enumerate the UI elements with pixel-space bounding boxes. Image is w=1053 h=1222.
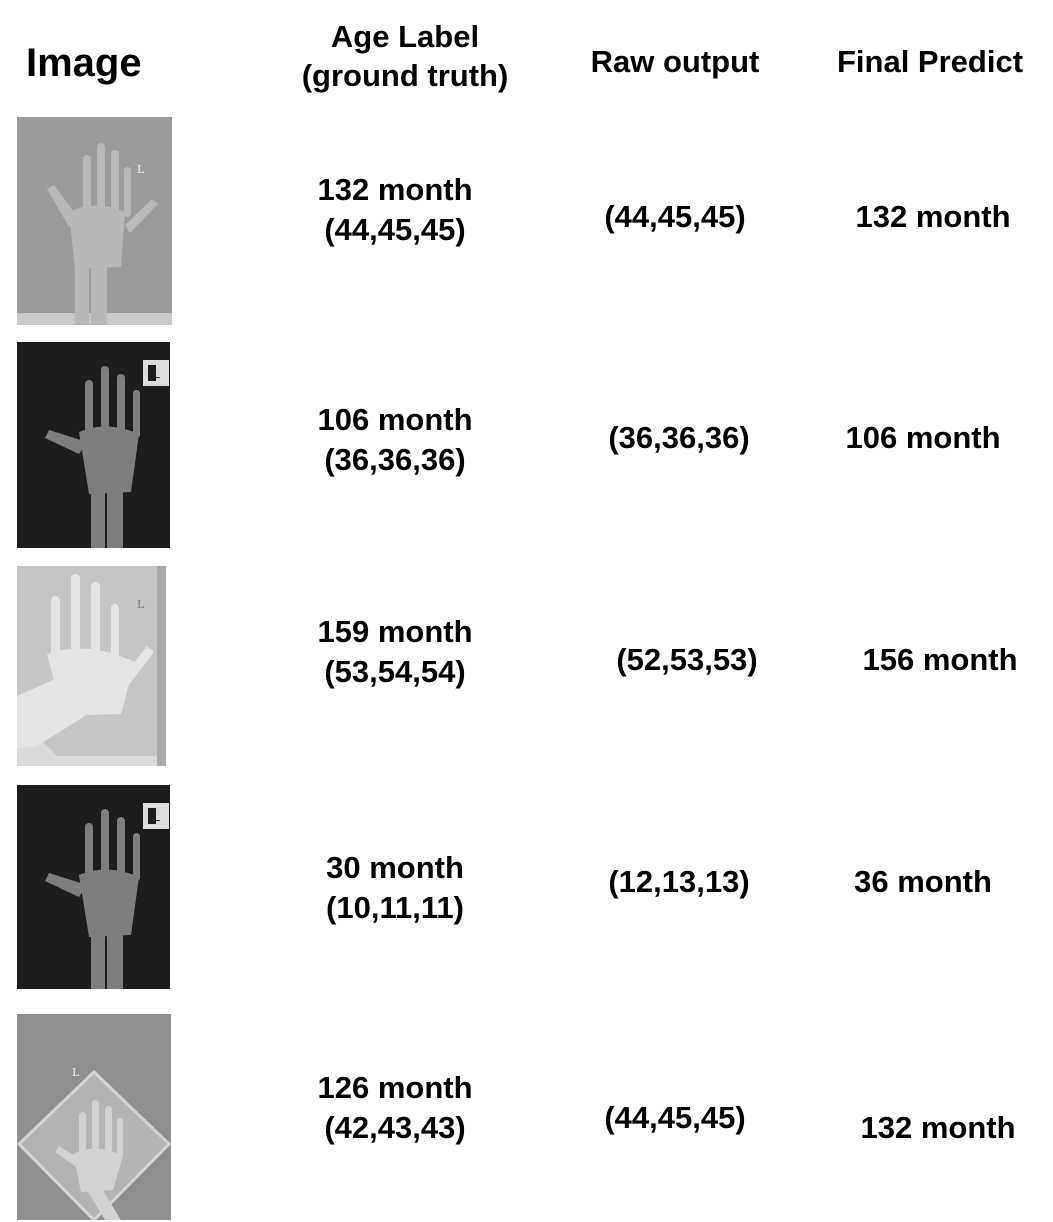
xray-image-1: L [17,117,172,325]
final-predict-cell-2: 106 month [845,420,1001,455]
header-age-label-line2: (ground truth) [301,57,509,93]
age-month: 126 month [317,1070,473,1105]
header-age-label-line1: Age Label [330,19,480,54]
age-label-cell-2: 106 month (36,36,36) [290,400,500,481]
marker-letter: L [137,598,145,611]
age-triplet: (42,43,43) [324,1110,466,1146]
age-month: 132 month [317,172,473,207]
age-triplet: (53,54,54) [324,654,466,690]
xray-image-2: L [17,342,170,548]
age-month: 30 month [326,850,464,885]
age-month: 106 month [317,402,473,437]
age-label-cell-1: 132 month (44,45,45) [290,170,500,251]
raw-output-cell-1: (44,45,45) [604,199,746,234]
xray-image-4: L [17,785,170,989]
age-month: 159 month [317,614,473,649]
age-triplet: (36,36,36) [324,442,466,478]
header-image: Image [26,41,142,85]
age-triplet: (10,11,11) [326,890,464,926]
marker-letter: L [153,367,160,381]
marker-letter: L [72,1066,80,1079]
marker-letter: L [153,810,160,824]
age-label-cell-4: 30 month (10,11,11) [290,848,500,929]
final-predict-cell-3: 156 month [862,642,1018,677]
raw-output-cell-4: (12,13,13) [608,864,750,899]
raw-output-cell-3: (52,53,53) [616,642,758,677]
header-final-predict: Final Predict [836,44,1024,79]
age-triplet: (44,45,45) [324,212,466,248]
raw-output-cell-5: (44,45,45) [604,1100,746,1135]
age-label-cell-3: 159 month (53,54,54) [290,612,500,693]
final-predict-cell-5: 132 month [860,1110,1016,1145]
header-age-label: Age Label (ground truth) [275,18,535,96]
final-predict-cell-1: 132 month [855,199,1011,234]
xray-image-5: L [17,1014,171,1220]
age-label-cell-5: 126 month (42,43,43) [290,1068,500,1149]
raw-output-cell-2: (36,36,36) [608,420,750,455]
final-predict-cell-4: 36 month [854,864,992,899]
xray-image-3: L [17,566,166,766]
marker-letter: L [137,163,145,176]
header-raw-output: Raw output [590,44,760,79]
